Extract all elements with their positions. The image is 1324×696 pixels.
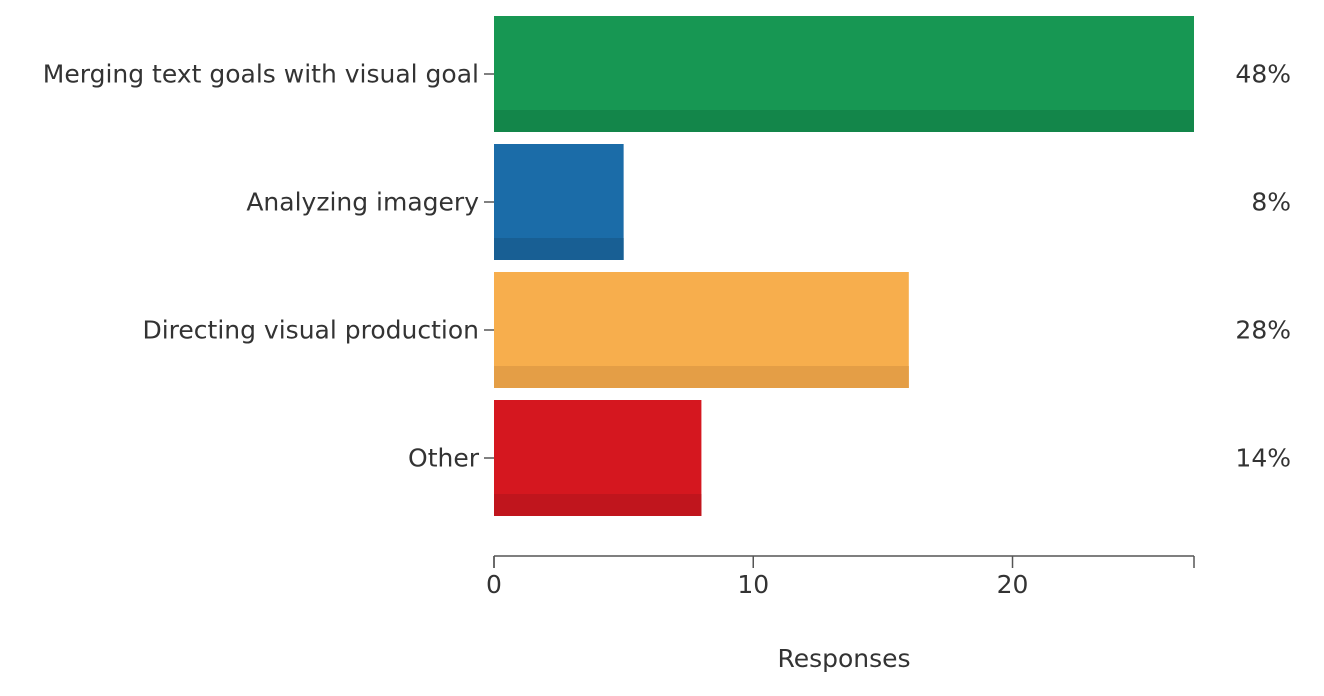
bar-shade (494, 494, 702, 516)
bar-shade (494, 366, 909, 388)
x-axis: 0 10 20 (486, 555, 1195, 599)
bars-layer (494, 16, 1194, 516)
percent-label: 48% (1235, 60, 1291, 89)
bar-shade (494, 238, 624, 260)
bar-shade (494, 110, 1194, 132)
percent-labels: 48% 8% 28% 14% (1235, 60, 1291, 473)
category-label: Other (408, 444, 480, 473)
category-labels: Merging text goals with visual goal Analy… (43, 60, 494, 473)
percent-label: 14% (1235, 444, 1291, 473)
category-label: Analyzing imagery (246, 188, 479, 217)
x-tick-label: 0 (486, 570, 502, 599)
percent-label: 8% (1251, 188, 1291, 217)
x-axis-title: Responses (777, 644, 910, 673)
percent-label: 28% (1235, 316, 1291, 345)
category-label: Merging text goals with visual goal (43, 60, 479, 89)
x-tick-label: 20 (997, 570, 1029, 599)
x-tick-label: 10 (737, 570, 769, 599)
category-label: Directing visual production (142, 316, 479, 345)
